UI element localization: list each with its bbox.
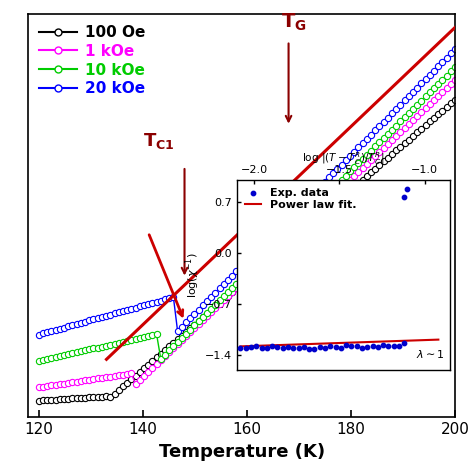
Exp. data: [342, 341, 350, 348]
Power law fit.: [334, 340, 340, 346]
Exp. data: [263, 344, 271, 352]
Exp. data: [258, 344, 265, 352]
Exp. data: [268, 342, 276, 350]
Power law fit.: [273, 342, 279, 348]
Exp. data: [279, 344, 286, 352]
Power law fit.: [405, 338, 411, 344]
Legend: Exp. data, Power law fit.: Exp. data, Power law fit.: [243, 186, 359, 212]
Exp. data: [415, 127, 422, 134]
Power law fit.: [288, 342, 294, 347]
Power law fit.: [370, 339, 375, 345]
Exp. data: [300, 343, 308, 350]
Exp. data: [429, 26, 437, 33]
X-axis label: $\log\,|(T - T_C^R)/T_C^R|$: $\log\,|(T - T_C^R)/T_C^R|$: [302, 151, 385, 167]
Power law fit.: [400, 338, 406, 344]
Exp. data: [401, 193, 408, 201]
Exp. data: [405, 172, 413, 180]
Power law fit.: [303, 341, 309, 347]
Exp. data: [374, 343, 382, 351]
Power law fit.: [237, 344, 243, 349]
Power law fit.: [248, 343, 254, 349]
Exp. data: [410, 150, 418, 158]
Exp. data: [310, 345, 318, 353]
Power law fit.: [324, 341, 329, 346]
Power law fit.: [253, 343, 258, 349]
Power law fit.: [436, 337, 441, 342]
Y-axis label: $\log(\chi^{-1})$: $\log(\chi^{-1})$: [183, 252, 202, 298]
Power law fit.: [349, 340, 355, 346]
Power law fit.: [243, 343, 248, 349]
Power law fit.: [420, 337, 426, 343]
Exp. data: [332, 344, 339, 351]
Exp. data: [390, 342, 398, 349]
Power law fit.: [374, 339, 380, 345]
Exp. data: [347, 343, 355, 350]
Power law fit.: [385, 338, 391, 344]
Exp. data: [358, 344, 366, 351]
Text: $\mathbf{T_{C1}}$: $\mathbf{T_{C1}}$: [143, 131, 174, 151]
Exp. data: [321, 344, 329, 352]
Legend: 100 Oe, 1 kOe, 10 kOe, 20 kOe: 100 Oe, 1 kOe, 10 kOe, 20 kOe: [36, 22, 148, 100]
Exp. data: [237, 344, 244, 351]
Exp. data: [395, 342, 403, 350]
Power law fit.: [359, 339, 365, 345]
Power law fit.: [344, 340, 350, 346]
Power law fit.: [380, 339, 385, 345]
Exp. data: [327, 342, 334, 350]
Exp. data: [408, 164, 415, 172]
Power law fit.: [258, 343, 264, 348]
Power law fit.: [395, 338, 401, 344]
Power law fit.: [410, 337, 416, 343]
Exp. data: [364, 343, 371, 350]
Exp. data: [412, 141, 420, 148]
Exp. data: [273, 343, 281, 350]
Power law fit.: [430, 337, 436, 343]
X-axis label: Temperature (K): Temperature (K): [159, 443, 325, 461]
Exp. data: [432, 3, 439, 11]
Power law fit.: [354, 339, 360, 345]
Exp. data: [401, 339, 408, 347]
Power law fit.: [283, 342, 289, 347]
Exp. data: [253, 342, 260, 350]
Power law fit.: [293, 342, 299, 347]
Power law fit.: [278, 342, 284, 348]
Power law fit.: [299, 341, 304, 347]
Power law fit.: [390, 338, 395, 344]
Power law fit.: [339, 340, 345, 346]
Exp. data: [316, 344, 323, 351]
Power law fit.: [314, 341, 319, 346]
Exp. data: [247, 343, 255, 351]
Power law fit.: [365, 339, 370, 345]
Power law fit.: [263, 343, 269, 348]
Exp. data: [242, 344, 249, 352]
Exp. data: [422, 78, 430, 86]
Exp. data: [427, 43, 435, 51]
Text: $\mathbf{T_G}$: $\mathbf{T_G}$: [281, 11, 307, 33]
Power law fit.: [268, 343, 273, 348]
Exp. data: [379, 341, 387, 349]
Exp. data: [417, 110, 425, 118]
Line: Power law fit.: Power law fit.: [240, 339, 438, 346]
Text: $\lambda \sim 1$: $\lambda \sim 1$: [416, 348, 445, 360]
Exp. data: [290, 344, 297, 352]
Exp. data: [337, 344, 345, 352]
Exp. data: [403, 185, 410, 193]
Exp. data: [419, 94, 427, 101]
Exp. data: [295, 344, 302, 351]
Exp. data: [284, 343, 292, 350]
Exp. data: [353, 342, 360, 350]
Exp. data: [369, 342, 376, 349]
Power law fit.: [309, 341, 314, 347]
Power law fit.: [329, 340, 335, 346]
Exp. data: [425, 62, 432, 69]
Exp. data: [384, 342, 392, 350]
Power law fit.: [319, 341, 325, 346]
Power law fit.: [425, 337, 431, 343]
Exp. data: [305, 345, 313, 353]
Power law fit.: [415, 337, 421, 343]
